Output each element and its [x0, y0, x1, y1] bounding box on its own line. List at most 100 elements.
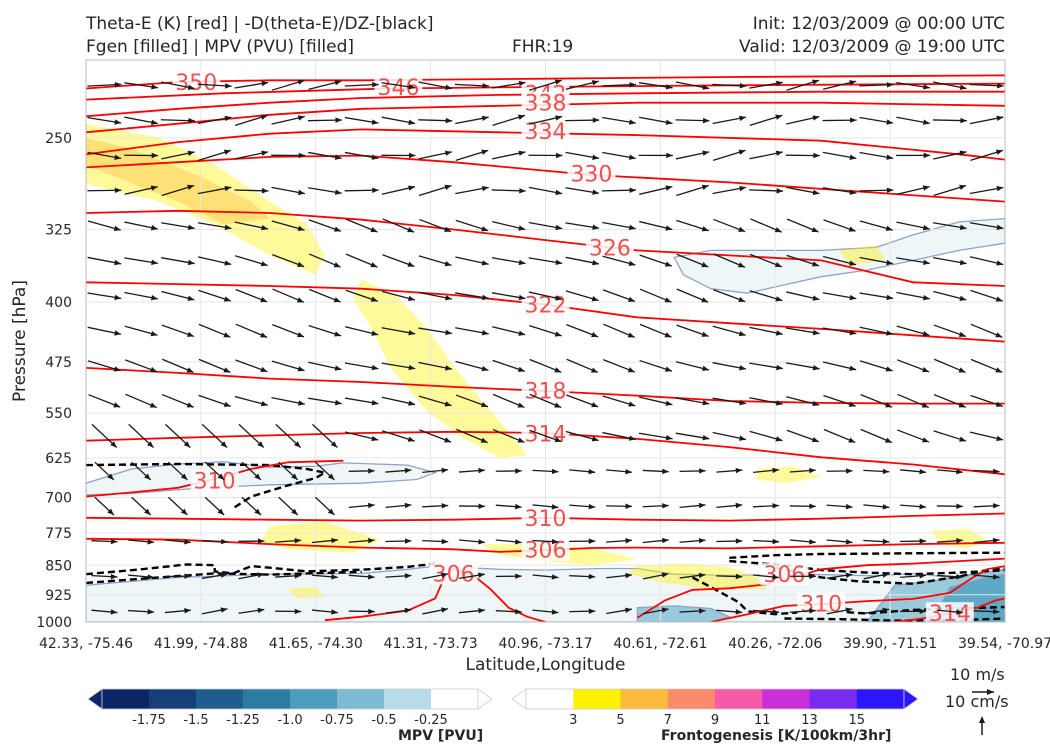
- wind-vector: [124, 325, 158, 337]
- wind-vector: [676, 184, 709, 197]
- wind-vector: [859, 116, 894, 125]
- wind-vector: [826, 503, 853, 510]
- y-axis-label: Pressure [hPa]: [10, 280, 30, 402]
- wind-vector: [569, 608, 596, 614]
- wind-vector: [638, 152, 673, 159]
- mpv-colorbar-tick-label: -1.5: [183, 713, 208, 728]
- wind-vector: [642, 607, 669, 615]
- theta-e-label-3: 338: [525, 92, 567, 117]
- wind-vector: [87, 220, 121, 232]
- wind-vector: [897, 393, 930, 409]
- theta-e-label-bg-4: [521, 119, 570, 142]
- wind-vector: [309, 253, 341, 268]
- wind-vector: [642, 537, 669, 544]
- mpv-colorbar-swatch: [196, 689, 244, 709]
- mpv-colorbar-label: MPV [PVU]: [398, 728, 484, 744]
- wind-vector: [822, 327, 857, 336]
- wind-vector: [565, 151, 600, 160]
- wind-vector: [124, 116, 158, 125]
- wind-vector: [859, 256, 894, 266]
- theta-e-label-bg-15: [797, 592, 846, 615]
- wind-vector: [675, 150, 710, 160]
- wind-vector: [676, 288, 709, 303]
- wind-vector: [381, 396, 416, 406]
- axes: 250 325 400 475 550 625 700 775 850 925 1000 42.33,…: [10, 59, 1050, 675]
- wind-vector: [491, 150, 526, 160]
- frontogenesis-area-0: [86, 123, 325, 275]
- mpv-colorbar-swatch: [102, 689, 150, 709]
- wind-vector: [528, 152, 563, 159]
- wind-vector: [161, 150, 195, 160]
- wind-vector: [234, 255, 268, 267]
- wind-vector: [87, 82, 122, 88]
- wind-vector: [308, 80, 342, 90]
- theta-e-label-10: 310: [194, 470, 236, 495]
- wind-vector: [128, 539, 155, 545]
- wind-vector: [569, 538, 596, 544]
- wind-vector: [822, 151, 857, 160]
- wind-vector: [566, 394, 599, 408]
- wind-vector: [712, 362, 747, 371]
- wind-vector: [164, 608, 191, 614]
- wind-vector: [308, 325, 342, 337]
- frontogenesis-area-7: [931, 528, 987, 549]
- wind-vector: [606, 503, 633, 509]
- wind-vector: [344, 151, 379, 160]
- theta-e-label-7: 322: [525, 294, 567, 319]
- wind-vector: [712, 83, 747, 89]
- wind-vector: [455, 360, 489, 372]
- wind-vector: [749, 114, 783, 126]
- wind-vector: [786, 429, 820, 443]
- wind-vector: [278, 496, 299, 516]
- wind-vector: [606, 468, 633, 475]
- wind-vector: [164, 539, 191, 545]
- wind-vector: [201, 572, 228, 580]
- wind-vector: [859, 187, 894, 193]
- theta-e-label-8: 318: [525, 379, 567, 404]
- wind-vector: [859, 151, 894, 160]
- wind-vector: [900, 468, 927, 475]
- wind-vector: [241, 461, 262, 481]
- wind-vector: [716, 609, 743, 615]
- mpv-colorbar-extend-high: [477, 688, 493, 710]
- fgen-colorbar-swatch: [856, 689, 905, 709]
- wind-vector: [455, 394, 489, 408]
- wind-vector: [932, 117, 967, 124]
- wind-vector: [933, 150, 967, 160]
- wind-vector: [749, 326, 783, 336]
- wind-vector: [969, 83, 1004, 89]
- fgen-colorbar-label: Frontogenesis [K/100km/3hr]: [661, 728, 892, 744]
- wind-vector: [348, 608, 375, 615]
- wind-vector: [602, 255, 636, 266]
- wind-vector: [91, 538, 118, 545]
- x-axis-label: Latitude,Longitude: [466, 655, 626, 675]
- wind-vector: [822, 255, 857, 266]
- fgen-colorbar-tick-label: 13: [801, 713, 818, 728]
- wind-vector: [418, 150, 452, 160]
- wind-vector: [602, 221, 636, 231]
- wind-vector: [639, 220, 673, 231]
- wind-vector: [167, 496, 188, 516]
- wind-vector: [167, 461, 188, 481]
- wind-vector: [345, 289, 378, 302]
- wind-vector: [385, 607, 412, 614]
- wind-vector: [128, 574, 155, 580]
- wind-vector: [271, 396, 305, 406]
- wind-vector: [712, 431, 747, 441]
- wind-vector: [896, 325, 930, 337]
- wind-vector: [896, 116, 930, 125]
- vector-reference-arrows: [972, 689, 994, 735]
- wind-vector: [973, 468, 1000, 475]
- wind-vector: [161, 81, 195, 90]
- wind-vector: [973, 608, 1000, 615]
- wind-vector: [124, 257, 159, 266]
- wind-vector: [204, 496, 225, 516]
- wind-vector: [455, 115, 489, 125]
- wind-vector: [275, 423, 302, 449]
- wind-vector: [344, 82, 379, 88]
- wind-vector: [823, 394, 856, 407]
- wind-vector: [933, 184, 967, 197]
- fgen-colorbar-swatch: [762, 689, 810, 709]
- wind-vector: [789, 608, 816, 614]
- wind-vector: [749, 290, 783, 302]
